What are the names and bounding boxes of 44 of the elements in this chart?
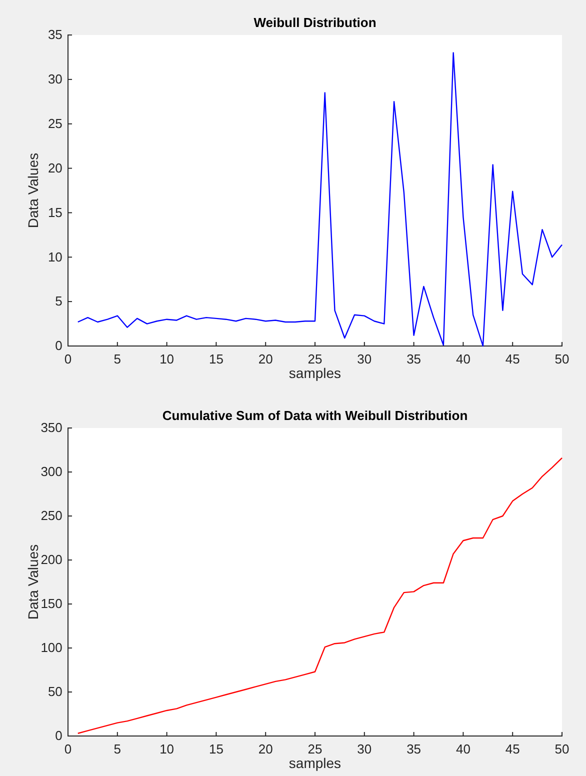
x-tick-label: 10 bbox=[160, 351, 174, 366]
x-tick-label: 40 bbox=[456, 741, 470, 756]
x-tick-label: 25 bbox=[308, 741, 322, 756]
y-axis-title: Data Values bbox=[25, 152, 41, 228]
x-tick-label: 50 bbox=[554, 351, 570, 366]
y-tick-label: 25 bbox=[48, 116, 62, 132]
y-tick-label: 15 bbox=[48, 204, 62, 220]
x-axis-title: samples bbox=[288, 755, 342, 771]
line-series bbox=[77, 52, 563, 347]
y-tick-label: 300 bbox=[40, 464, 62, 480]
x-tick-label: 30 bbox=[357, 351, 372, 366]
x-tick-label: 35 bbox=[406, 351, 422, 366]
x-tick-label: 45 bbox=[505, 741, 520, 756]
x-tick-label: 35 bbox=[406, 741, 422, 756]
x-tick-label: 20 bbox=[258, 741, 273, 756]
y-tick-label: 200 bbox=[40, 552, 62, 568]
x-tick-label: 40 bbox=[456, 351, 470, 366]
x-tick-label: 10 bbox=[160, 741, 174, 756]
y-tick-label: 30 bbox=[48, 72, 62, 87]
y-tick-label: 50 bbox=[48, 684, 62, 700]
y-tick-label: 250 bbox=[40, 508, 62, 524]
x-axis-title: samples bbox=[288, 365, 342, 381]
chart-title: Weibull Distribution bbox=[254, 15, 376, 30]
y-tick-label: 0 bbox=[55, 338, 62, 354]
x-tick-label: 25 bbox=[308, 351, 322, 366]
x-tick-label: 15 bbox=[208, 351, 224, 366]
x-tick-label: 30 bbox=[357, 741, 372, 756]
y-tick-label: 35 bbox=[48, 27, 62, 42]
y-tick-label: 5 bbox=[55, 294, 62, 309]
x-tick-label: 5 bbox=[114, 351, 122, 366]
x-tick-label: 15 bbox=[208, 741, 224, 756]
y-axis-title: Data Values bbox=[25, 544, 41, 620]
line-series bbox=[77, 457, 563, 734]
y-tick-label: 150 bbox=[40, 596, 62, 612]
y-tick-label: 20 bbox=[48, 160, 62, 176]
x-tick-label: 20 bbox=[258, 351, 273, 366]
y-tick-label: 350 bbox=[40, 420, 62, 436]
x-tick-label: 50 bbox=[554, 741, 570, 756]
chart-title: Cumulative Sum of Data with Weibull Distribution bbox=[162, 408, 468, 423]
x-tick-label: 5 bbox=[114, 741, 122, 756]
x-tick-label: 45 bbox=[505, 351, 520, 366]
y-tick-label: 0 bbox=[55, 728, 62, 744]
y-tick-label: 10 bbox=[48, 249, 62, 264]
y-tick-label: 100 bbox=[40, 640, 62, 656]
